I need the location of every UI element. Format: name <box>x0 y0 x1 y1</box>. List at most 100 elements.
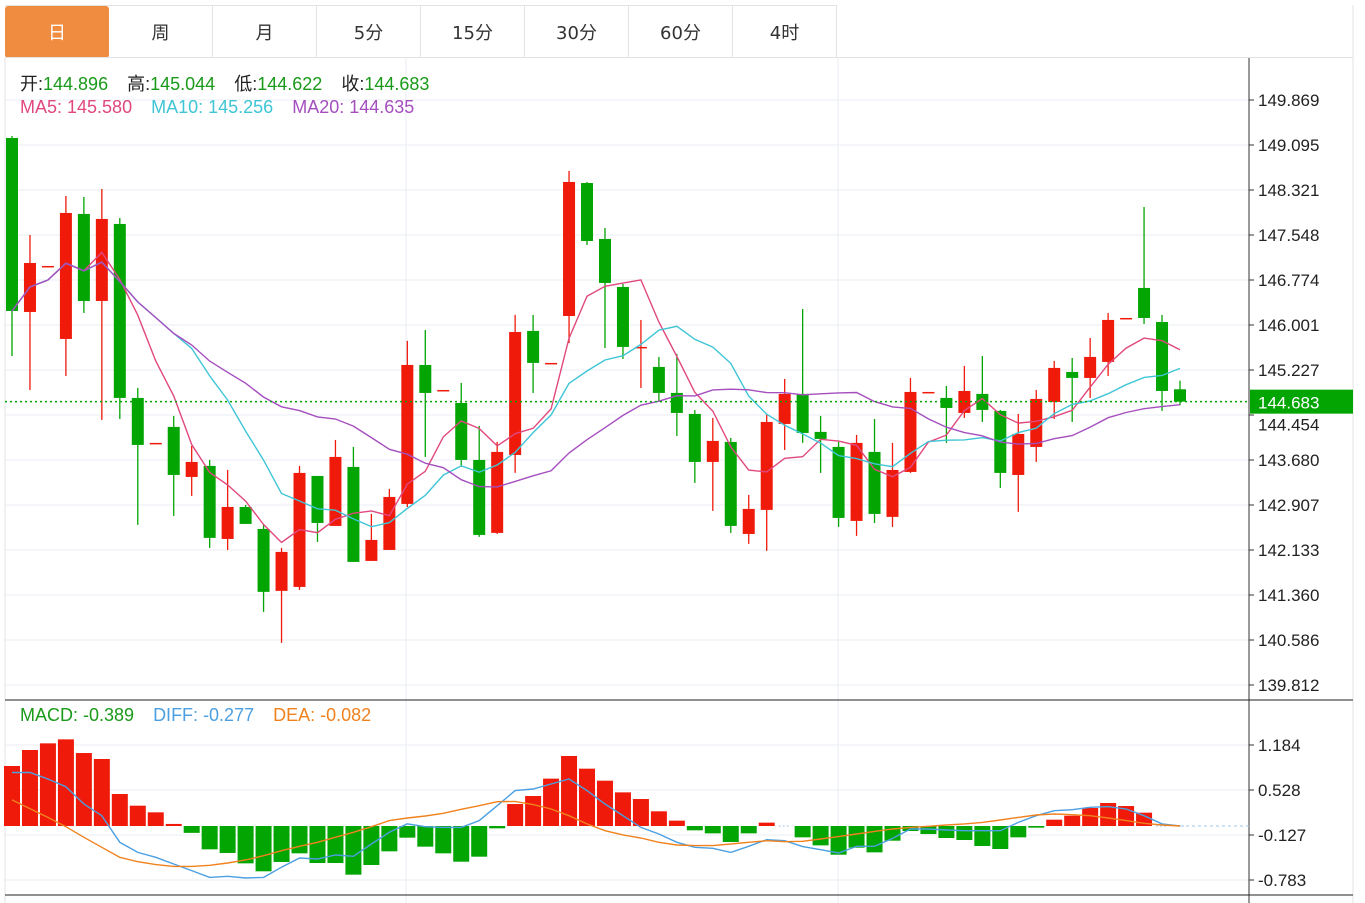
macd-bar-positive <box>1082 808 1099 826</box>
close-label: 收: <box>341 74 365 94</box>
macd-bar-negative <box>291 826 308 854</box>
macd-bar-positive <box>39 743 56 826</box>
macd-bar-positive <box>614 792 631 826</box>
macd-tick-label: 1.184 <box>1258 736 1301 755</box>
macd-bar-positive <box>1046 819 1063 826</box>
candle-down <box>581 183 594 242</box>
macd-bar-positive <box>165 823 182 826</box>
macd-bar-positive <box>561 755 578 826</box>
macd-bar-positive <box>75 753 92 826</box>
candle-up <box>1048 367 1061 402</box>
candle-down <box>6 137 18 311</box>
macd-bar-negative <box>363 826 380 865</box>
candle-down <box>814 431 827 439</box>
macd-bar-positive <box>1100 803 1117 826</box>
price-tick-label: 148.321 <box>1258 181 1319 200</box>
macd-bar-positive <box>4 765 20 826</box>
macd-bar-negative <box>992 826 1009 849</box>
candle-down <box>113 223 126 398</box>
candle-up <box>1120 317 1133 320</box>
price-tick-label: 141.360 <box>1258 586 1319 605</box>
tab-3[interactable]: 月 <box>213 6 317 58</box>
macd-bar-negative <box>309 826 326 864</box>
macd-bar-positive <box>543 778 560 826</box>
low-label: 低: <box>234 74 258 94</box>
tab-2[interactable]: 周 <box>109 6 213 58</box>
macd-bar-negative <box>201 826 218 850</box>
current-price-badge <box>1250 389 1353 414</box>
macd-bar-positive <box>21 750 38 826</box>
tab-4[interactable]: 5分 <box>317 6 421 58</box>
ma5-legend: MA5: 145.580 <box>20 97 133 117</box>
candle-up <box>185 461 198 477</box>
price-tick-label: 143.680 <box>1258 451 1319 470</box>
macd-value: MACD: -0.389 <box>20 705 135 725</box>
diff-value: DIFF: -0.277 <box>153 705 255 725</box>
macd-tick-label: -0.783 <box>1258 871 1306 890</box>
tab-6[interactable]: 30分 <box>525 6 629 58</box>
candle-up <box>221 506 234 539</box>
price-tick-label: 145.227 <box>1258 361 1319 380</box>
diff-line <box>12 771 1181 879</box>
candle-down <box>976 393 989 410</box>
tab-7[interactable]: 60分 <box>629 6 733 58</box>
candle-up <box>401 364 414 504</box>
candle-down <box>1138 287 1151 318</box>
macd-bar-negative <box>435 826 452 854</box>
macd-bar-negative <box>237 826 254 864</box>
macd-bar-positive <box>57 739 74 826</box>
macd-bar-negative <box>938 826 955 839</box>
candle-down <box>203 465 216 538</box>
macd-legend: MACD: -0.389 DIFF: -0.277 DEA: -0.082 <box>20 705 385 726</box>
price-tick-label: 142.907 <box>1258 496 1319 515</box>
macd-bar-negative <box>273 826 290 862</box>
candle-down <box>724 441 737 526</box>
macd-bar-positive <box>111 794 128 826</box>
candle-down <box>257 528 270 592</box>
candle-up <box>509 331 522 455</box>
tab-1[interactable]: 日 <box>5 6 109 58</box>
macd-bar-negative <box>327 826 344 864</box>
candle-down <box>167 426 180 475</box>
candle-down <box>1156 321 1169 391</box>
candle-down <box>670 392 683 413</box>
candle-up <box>1084 356 1097 378</box>
candle-up <box>59 212 72 339</box>
tab-8[interactable]: 4时 <box>733 6 837 58</box>
candle-down <box>527 330 540 363</box>
macd-bar-negative <box>417 826 434 847</box>
macd-bar-negative <box>722 826 739 842</box>
candle-down <box>239 506 252 524</box>
ma20-line <box>11 261 1181 488</box>
candle-up <box>563 181 576 316</box>
candle-down <box>832 446 845 518</box>
candle-up <box>886 469 899 517</box>
price-tick-label: 149.869 <box>1258 91 1319 110</box>
dea-line <box>11 799 1181 868</box>
candle-down <box>940 397 953 408</box>
candle-up <box>634 346 647 349</box>
tab-5[interactable]: 15分 <box>421 6 525 58</box>
macd-bar-positive <box>668 820 685 826</box>
macd-bar-positive <box>650 811 667 826</box>
macd-bar-negative <box>471 826 488 857</box>
macd-bar-negative <box>1028 826 1045 828</box>
candle-up <box>1030 398 1043 447</box>
price-tick-label: 139.812 <box>1258 676 1319 695</box>
macd-bar-positive <box>147 812 164 826</box>
macd-bar-negative <box>255 826 272 872</box>
macd-bar-negative <box>686 826 703 831</box>
macd-bar-positive <box>632 799 649 826</box>
macd-bar-negative <box>920 826 937 835</box>
macd-bar-negative <box>740 826 757 834</box>
candle-down <box>688 413 701 462</box>
macd-bar-negative <box>830 826 847 855</box>
dea-value: DEA: -0.082 <box>273 705 372 725</box>
candle-up <box>329 456 342 526</box>
macd-bar-negative <box>453 826 470 862</box>
price-tick-label: 144.454 <box>1258 416 1319 435</box>
candle-up <box>1012 433 1025 475</box>
candle-up <box>545 362 558 365</box>
candle-down <box>652 366 665 393</box>
